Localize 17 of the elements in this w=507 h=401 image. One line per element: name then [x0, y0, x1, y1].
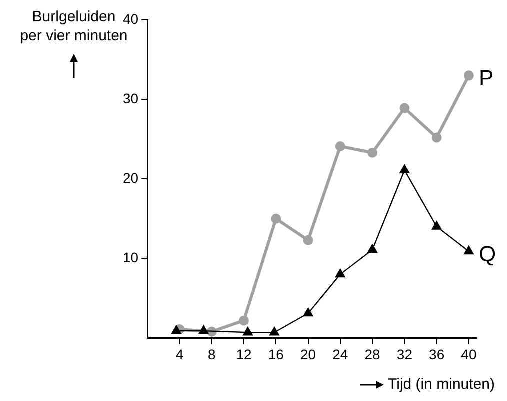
x-tick-label: 28 [364, 346, 381, 362]
x-tick-label: 12 [236, 346, 252, 362]
x-tick-label: 32 [396, 346, 413, 362]
x-tick-label: 8 [208, 346, 216, 362]
x-tick-label: 4 [176, 346, 184, 362]
series-label: Q [478, 242, 496, 267]
x-axis-title: Tijd (in minuten) [388, 376, 495, 393]
y-tick-label: 20 [122, 170, 139, 186]
x-tick-label: 24 [332, 346, 348, 362]
series-label: P [478, 66, 494, 91]
y-tick-label: 30 [122, 90, 139, 106]
y-tick-label: 40 [122, 10, 139, 27]
x-tick-label: 16 [268, 346, 284, 362]
y-tick-label: 10 [122, 250, 139, 266]
x-tick-label: 20 [300, 346, 316, 362]
x-tick-label: 36 [429, 346, 445, 362]
x-tick-label: 40 [461, 346, 477, 362]
